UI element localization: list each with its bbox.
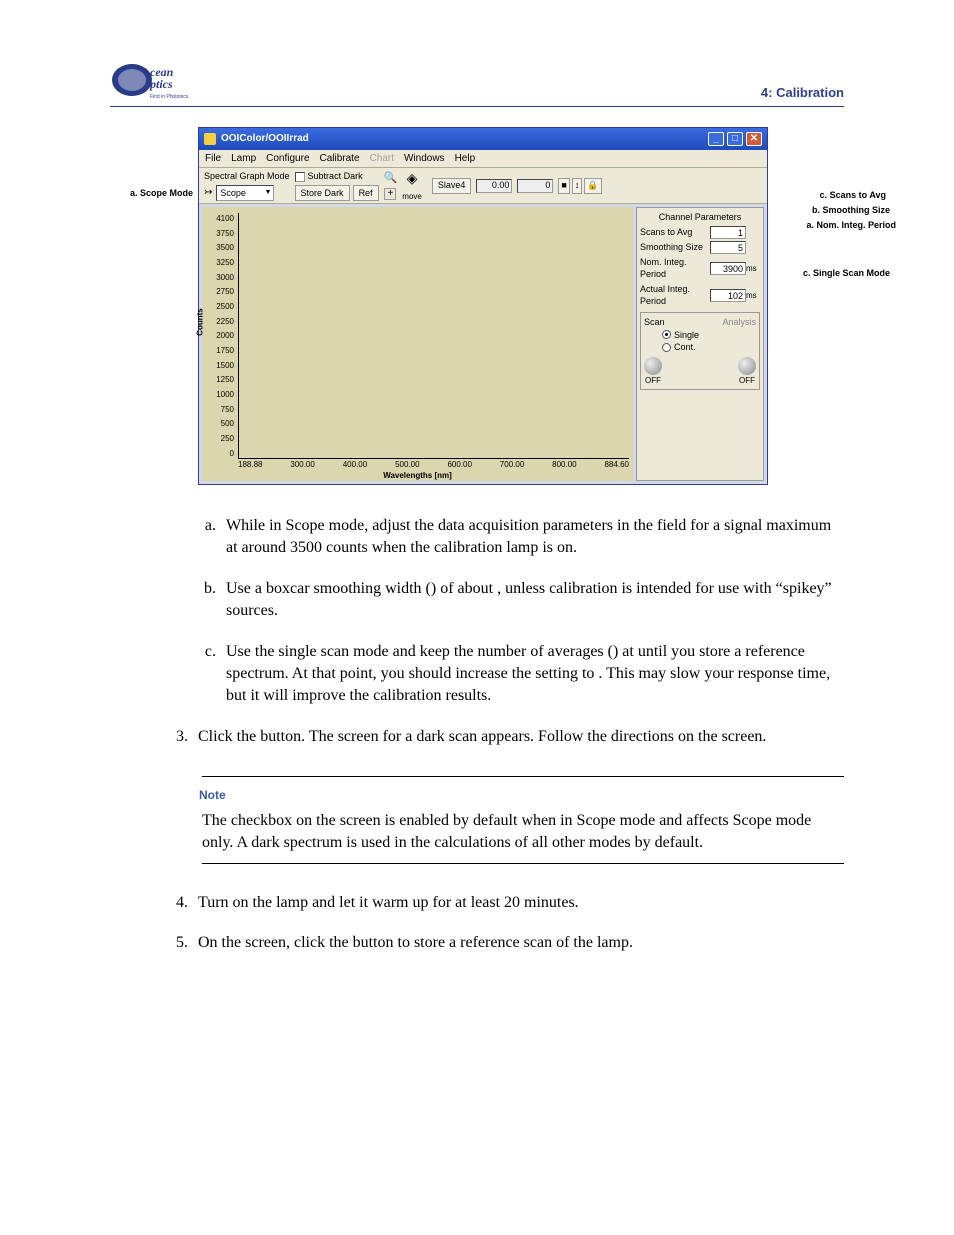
screenshot-figure: a. Scope Mode c. Scans to Avg b. Smoothi… (136, 127, 818, 485)
nom-integ-label: Nom. Integ. Period (640, 256, 708, 281)
list-marker: b. (196, 578, 216, 623)
scans-avg-label: Scans to Avg (640, 226, 692, 239)
svg-text:First in Photonics: First in Photonics (150, 94, 189, 100)
callout-single-scan: c. Single Scan Mode (803, 267, 890, 280)
subtract-dark-checkbox[interactable]: Subtract Dark (295, 170, 379, 183)
actual-integ-label: Actual Integ. Period (640, 283, 708, 308)
channel-parameters-panel: Channel Parameters Scans to Avg 1 Smoothi… (636, 207, 764, 481)
header-rule (110, 106, 844, 107)
ref-button[interactable]: Ref (353, 185, 379, 201)
company-logo: cean ptics First in Photonics (110, 60, 215, 102)
menu-windows[interactable]: Windows (404, 152, 445, 166)
radio-cont[interactable]: Cont. (662, 341, 756, 354)
crosshair-icon[interactable]: + (384, 188, 396, 200)
readout-2: 0 (517, 179, 553, 193)
scan-knob[interactable] (644, 357, 662, 375)
list-marker: c. (196, 641, 216, 708)
note-body: The checkbox on the screen is enabled by… (202, 810, 844, 855)
toolbar: Spectral Graph Mode ↣ Scope Subtract Dar… (199, 168, 767, 204)
chart-area: Counts 410037503500325030002750250022502… (202, 207, 633, 481)
stop-icon[interactable]: ■ (558, 178, 569, 194)
list-marker: 3. (168, 726, 188, 748)
chart-y-axis: 4100375035003250300027502500225020001750… (202, 213, 236, 459)
scan-knob-label: OFF (645, 375, 661, 386)
instruction-c: Use the single scan mode and keep the nu… (226, 641, 844, 708)
maximize-button[interactable]: □ (727, 132, 743, 146)
scans-avg-field[interactable]: 1 (710, 226, 746, 239)
note-block: Note The checkbox on the screen is enabl… (202, 776, 844, 864)
menu-configure[interactable]: Configure (266, 152, 309, 166)
panel-title: Channel Parameters (640, 211, 760, 224)
scan-title: Scan (644, 316, 665, 329)
smoothing-label: Smoothing Size (640, 241, 703, 254)
menu-help[interactable]: Help (455, 152, 476, 166)
smoothing-field[interactable]: 5 (710, 241, 746, 254)
analysis-knob-label: OFF (739, 375, 755, 386)
actual-integ-field: 102 (710, 289, 746, 302)
zoom-icon[interactable]: 🔍 (384, 171, 398, 186)
note-title: Note (199, 787, 844, 804)
list-marker: 5. (168, 932, 188, 954)
updown-icon[interactable]: ↕ (572, 178, 583, 194)
radio-single[interactable]: Single (662, 329, 756, 342)
step-3: Click the button. The screen for a dark … (198, 726, 766, 748)
lock-icon[interactable]: 🔒 (584, 178, 601, 194)
menu-calibrate[interactable]: Calibrate (320, 152, 360, 166)
minimize-button[interactable]: _ (708, 132, 724, 146)
graph-mode-label: Spectral Graph Mode (204, 170, 290, 183)
analysis-title: Analysis (722, 316, 756, 329)
menu-chart: Chart (370, 152, 394, 166)
menu-lamp[interactable]: Lamp (231, 152, 256, 166)
callout-integ-period: a. Nom. Integ. Period (806, 219, 896, 232)
checkbox-icon (295, 172, 305, 182)
callout-scans-avg: c. Scans to Avg (820, 189, 886, 202)
mode-arrow-icon: ↣ (204, 186, 212, 200)
subtract-dark-label: Subtract Dark (308, 170, 363, 183)
close-button[interactable]: ✕ (746, 132, 762, 146)
instruction-a: While in Scope mode, adjust the data acq… (226, 515, 844, 560)
window-title: OOIColor/OOIIrrad (221, 132, 309, 146)
slave-label: Slave4 (432, 178, 472, 194)
chart-x-label: Wavelengths [nm] (202, 470, 633, 481)
step-5: On the screen, click the button to store… (198, 932, 633, 954)
mode-select[interactable]: Scope (216, 185, 274, 201)
step-4: Turn on the lamp and let it warm up for … (198, 892, 579, 914)
scan-box: Scan Analysis Single Cont. OFF OFF (640, 312, 760, 390)
analysis-knob[interactable] (738, 357, 756, 375)
list-marker: 4. (168, 892, 188, 914)
svg-text:ptics: ptics (149, 77, 173, 91)
nom-integ-field[interactable]: 3900 (710, 262, 746, 275)
instruction-b: Use a boxcar smoothing width () of about… (226, 578, 844, 623)
list-marker: a. (196, 515, 216, 560)
store-dark-button[interactable]: Store Dark (295, 185, 350, 201)
app-window: OOIColor/OOIIrrad _ □ ✕ File Lamp Config… (198, 127, 768, 485)
callout-smoothing: b. Smoothing Size (812, 204, 890, 217)
move-label: move (402, 191, 422, 202)
menu-bar: File Lamp Configure Calibrate Chart Wind… (199, 150, 767, 168)
readout-1: 0.00 (476, 179, 512, 193)
app-icon (204, 133, 216, 145)
chart-plot-area (238, 213, 629, 459)
menu-file[interactable]: File (205, 152, 221, 166)
window-titlebar: OOIColor/OOIIrrad _ □ ✕ (199, 128, 767, 150)
chapter-label: 4: Calibration (761, 84, 844, 102)
callout-scope-mode: a. Scope Mode (130, 187, 193, 200)
cursor-icon[interactable]: ◈ (407, 169, 418, 189)
